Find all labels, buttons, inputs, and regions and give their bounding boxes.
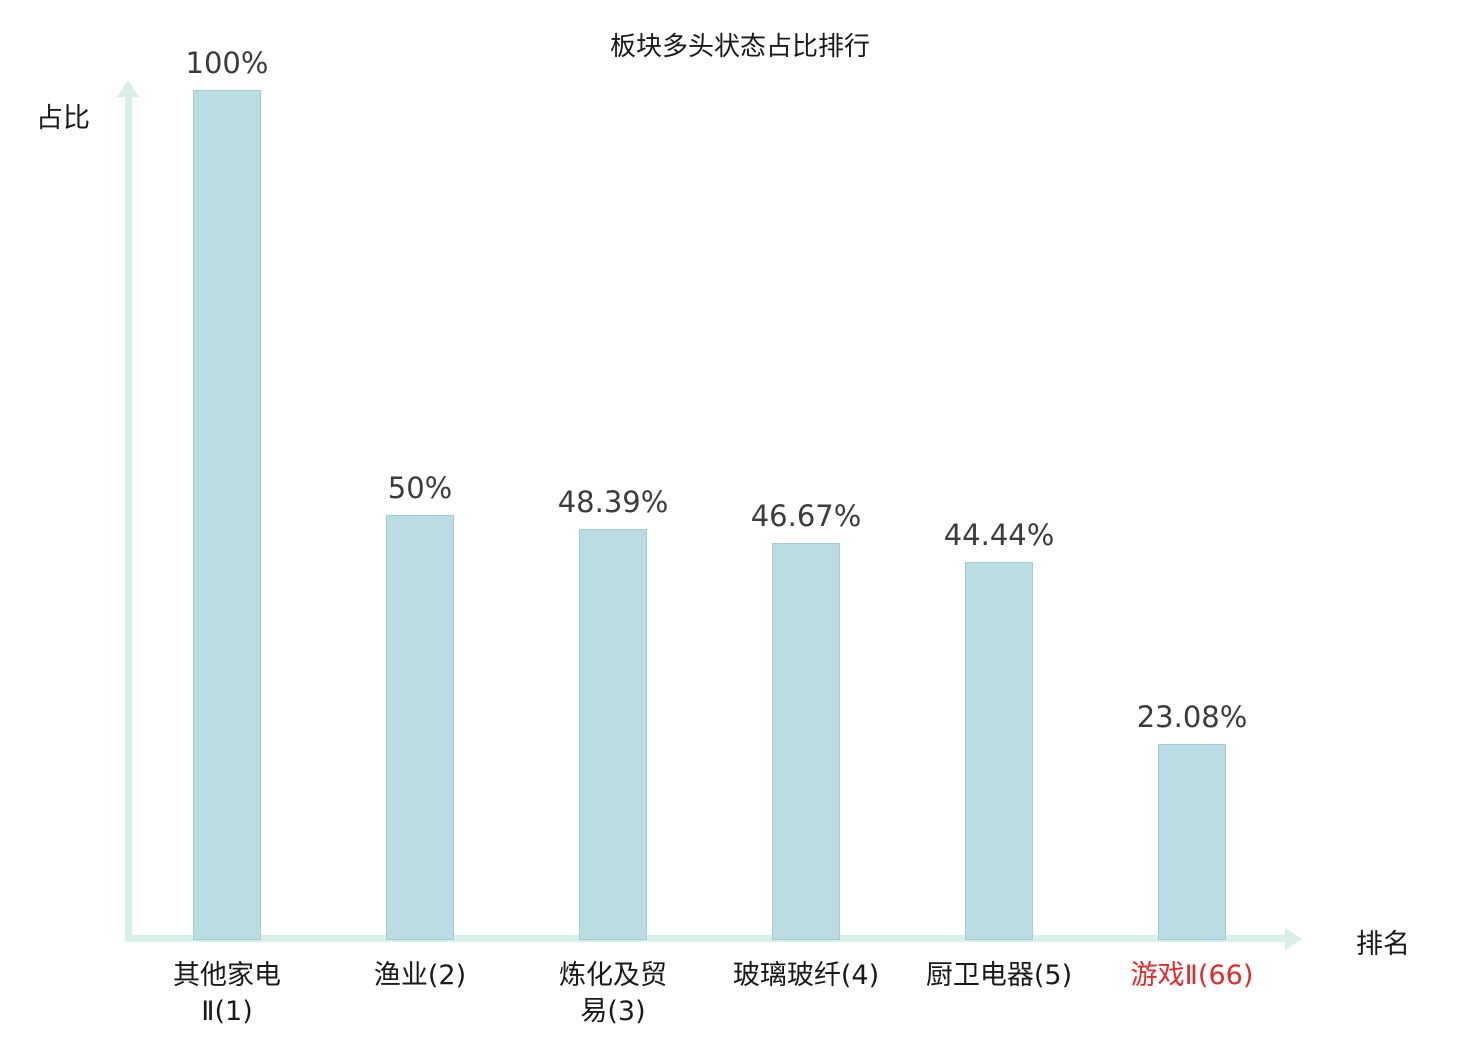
category-label-line: 炼化及贸 xyxy=(559,960,667,991)
category-label: 厨卫电器(5) xyxy=(869,958,1129,994)
category-label: 游戏Ⅱ(66) xyxy=(1062,958,1322,994)
category-label-line: Ⅱ(1) xyxy=(201,996,253,1027)
chart-title: 板块多头状态占比排行 xyxy=(609,32,870,62)
category-label: 炼化及贸易(3) xyxy=(483,958,743,1030)
category-label: 其他家电 Ⅱ(1) xyxy=(97,958,357,1030)
y-axis-label: 占比 xyxy=(36,103,90,134)
bar-value-label: 48.39% xyxy=(557,484,669,519)
category-label-line: 渔业(2) xyxy=(373,960,467,991)
y-axis-arrow-icon xyxy=(117,80,139,97)
x-axis-line xyxy=(125,935,1287,942)
y-axis-line xyxy=(125,94,132,942)
bar xyxy=(579,528,647,940)
bar xyxy=(965,562,1033,940)
x-axis-label: 排名 xyxy=(1356,929,1410,960)
category-label-line: 玻璃玻纤(4) xyxy=(732,960,880,991)
bar xyxy=(193,90,261,940)
category-label-line: 游戏Ⅱ(66) xyxy=(1130,960,1254,991)
bar-value-label: 100% xyxy=(185,46,269,80)
category-label: 玻璃玻纤(4) xyxy=(676,958,936,994)
category-label-line: 厨卫电器(5) xyxy=(925,960,1073,991)
bar xyxy=(386,515,454,940)
bar xyxy=(772,543,840,940)
category-label-line: 其他家电 xyxy=(173,960,281,991)
bar-value-label: 46.67% xyxy=(750,499,862,534)
bar xyxy=(1158,743,1226,940)
category-label-line: 易(3) xyxy=(580,996,646,1027)
x-axis-arrow-icon xyxy=(1285,927,1302,950)
bar-value-label: 44.44% xyxy=(943,518,1055,553)
category-label: 渔业(2) xyxy=(290,958,550,994)
bar-value-label: 23.08% xyxy=(1136,699,1248,734)
bar-value-label: 50% xyxy=(387,471,453,505)
